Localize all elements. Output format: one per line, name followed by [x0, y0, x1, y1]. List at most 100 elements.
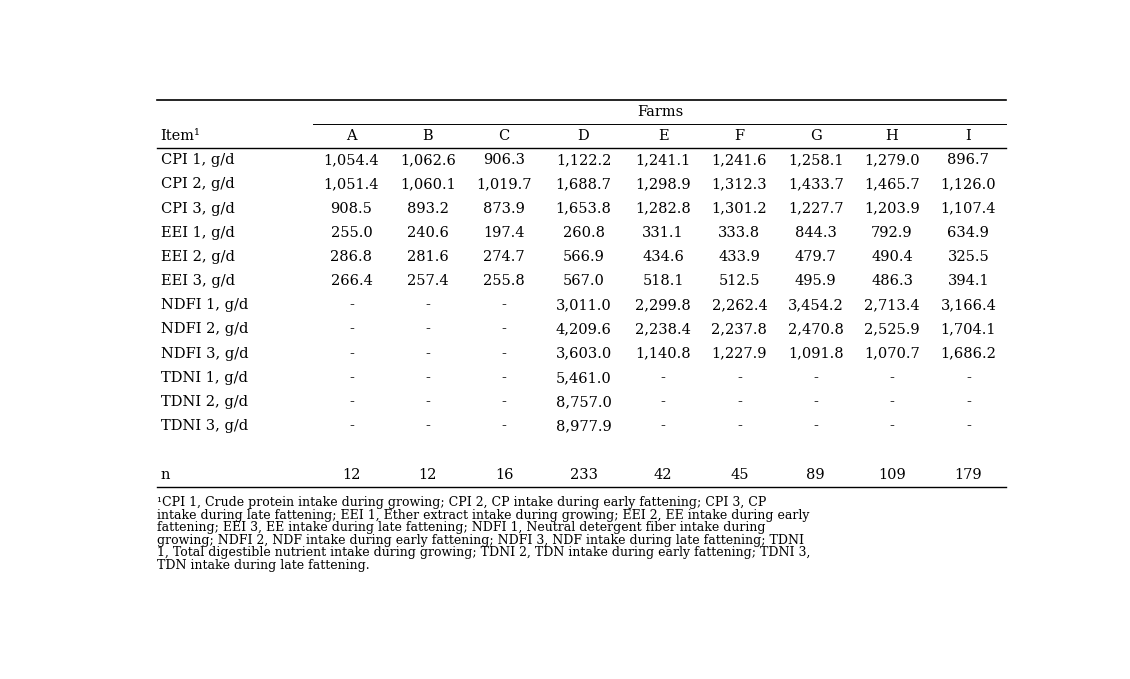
Text: -: - [966, 419, 971, 433]
Text: ¹CPI 1, Crude protein intake during growing; CPI 2, CP intake during early fatte: ¹CPI 1, Crude protein intake during grow… [157, 496, 766, 509]
Text: B: B [423, 129, 433, 143]
Text: -: - [661, 395, 666, 409]
Text: -: - [502, 395, 506, 409]
Text: 1,301.2: 1,301.2 [712, 202, 767, 216]
Text: -: - [349, 298, 354, 312]
Text: 566.9: 566.9 [563, 250, 605, 264]
Text: 240.6: 240.6 [407, 226, 449, 240]
Text: 1,227.7: 1,227.7 [788, 202, 843, 216]
Text: 634.9: 634.9 [947, 226, 989, 240]
Text: 109: 109 [878, 468, 906, 481]
Text: TDNI 2, g/d: TDNI 2, g/d [160, 395, 247, 409]
Text: 1,126.0: 1,126.0 [940, 177, 997, 191]
Text: 1,433.7: 1,433.7 [788, 177, 844, 191]
Text: 16: 16 [495, 468, 513, 481]
Text: 844.3: 844.3 [794, 226, 836, 240]
Text: 1,140.8: 1,140.8 [635, 347, 690, 361]
Text: 1,241.6: 1,241.6 [712, 153, 767, 167]
Text: 518.1: 518.1 [642, 274, 684, 288]
Text: 1,062.6: 1,062.6 [400, 153, 455, 167]
Text: 2,713.4: 2,713.4 [864, 298, 920, 312]
Text: -: - [349, 371, 354, 385]
Text: 1,258.1: 1,258.1 [788, 153, 843, 167]
Text: 3,603.0: 3,603.0 [556, 347, 611, 361]
Text: 8,757.0: 8,757.0 [556, 395, 611, 409]
Text: 490.4: 490.4 [871, 250, 913, 264]
Text: 908.5: 908.5 [330, 202, 373, 216]
Text: 257.4: 257.4 [407, 274, 449, 288]
Text: 281.6: 281.6 [407, 250, 449, 264]
Text: -: - [349, 323, 354, 337]
Text: 331.1: 331.1 [642, 226, 684, 240]
Text: 1,227.9: 1,227.9 [712, 347, 767, 361]
Text: -: - [349, 347, 354, 361]
Text: -: - [737, 395, 742, 409]
Text: -: - [502, 298, 506, 312]
Text: 893.2: 893.2 [407, 202, 449, 216]
Text: 89: 89 [807, 468, 825, 481]
Text: 12: 12 [342, 468, 360, 481]
Text: 479.7: 479.7 [794, 250, 836, 264]
Text: 1,241.1: 1,241.1 [635, 153, 690, 167]
Text: intake during late fattening; EEI 1, Ether extract intake during growing; EEI 2,: intake during late fattening; EEI 1, Eth… [157, 509, 809, 521]
Text: 433.9: 433.9 [719, 250, 760, 264]
Text: NDFI 1, g/d: NDFI 1, g/d [160, 298, 247, 312]
Text: -: - [349, 395, 354, 409]
Text: Item¹: Item¹ [160, 129, 200, 143]
Text: 1,107.4: 1,107.4 [940, 202, 996, 216]
Text: 1,122.2: 1,122.2 [556, 153, 611, 167]
Text: EEI 1, g/d: EEI 1, g/d [160, 226, 234, 240]
Text: 2,238.4: 2,238.4 [635, 323, 692, 337]
Text: G: G [810, 129, 822, 143]
Text: -: - [737, 419, 742, 433]
Text: -: - [425, 395, 431, 409]
Text: C: C [498, 129, 510, 143]
Text: -: - [425, 323, 431, 337]
Text: fattening; EEI 3, EE intake during late fattening; NDFI 1, Neutral detergent fib: fattening; EEI 3, EE intake during late … [157, 521, 765, 534]
Text: 2,262.4: 2,262.4 [712, 298, 767, 312]
Text: EEI 2, g/d: EEI 2, g/d [160, 250, 234, 264]
Text: 2,470.8: 2,470.8 [788, 323, 844, 337]
Text: 12: 12 [418, 468, 437, 481]
Text: H: H [886, 129, 898, 143]
Text: -: - [425, 371, 431, 385]
Text: 896.7: 896.7 [947, 153, 989, 167]
Text: -: - [889, 395, 895, 409]
Text: 1,203.9: 1,203.9 [864, 202, 920, 216]
Text: 873.9: 873.9 [484, 202, 525, 216]
Text: -: - [966, 371, 971, 385]
Text: NDFI 2, g/d: NDFI 2, g/d [160, 323, 247, 337]
Text: -: - [889, 419, 895, 433]
Text: -: - [814, 419, 818, 433]
Text: -: - [502, 323, 506, 337]
Text: -: - [966, 395, 971, 409]
Text: F: F [734, 129, 745, 143]
Text: growing; NDFI 2, NDF intake during early fattening; NDFI 3, NDF intake during la: growing; NDFI 2, NDF intake during early… [157, 534, 805, 547]
Text: 1, Total digestible nutrient intake during growing; TDNI 2, TDN intake during ea: 1, Total digestible nutrient intake duri… [157, 547, 810, 559]
Text: I: I [965, 129, 971, 143]
Text: 260.8: 260.8 [563, 226, 605, 240]
Text: 2,237.8: 2,237.8 [712, 323, 767, 337]
Text: TDNI 1, g/d: TDNI 1, g/d [160, 371, 247, 385]
Text: -: - [349, 419, 354, 433]
Text: D: D [577, 129, 590, 143]
Text: CPI 1, g/d: CPI 1, g/d [160, 153, 234, 167]
Text: 1,070.7: 1,070.7 [864, 347, 920, 361]
Text: 1,051.4: 1,051.4 [323, 177, 380, 191]
Text: 1,312.3: 1,312.3 [712, 177, 767, 191]
Text: -: - [889, 371, 895, 385]
Text: 286.8: 286.8 [330, 250, 373, 264]
Text: CPI 2, g/d: CPI 2, g/d [160, 177, 234, 191]
Text: -: - [814, 371, 818, 385]
Text: A: A [346, 129, 357, 143]
Text: 434.6: 434.6 [642, 250, 684, 264]
Text: 1,019.7: 1,019.7 [477, 177, 532, 191]
Text: 792.9: 792.9 [871, 226, 913, 240]
Text: EEI 3, g/d: EEI 3, g/d [160, 274, 235, 288]
Text: 1,653.8: 1,653.8 [556, 202, 611, 216]
Text: 197.4: 197.4 [484, 226, 524, 240]
Text: 266.4: 266.4 [330, 274, 373, 288]
Text: 255.8: 255.8 [484, 274, 525, 288]
Text: 333.8: 333.8 [719, 226, 760, 240]
Text: TDNI 3, g/d: TDNI 3, g/d [160, 419, 247, 433]
